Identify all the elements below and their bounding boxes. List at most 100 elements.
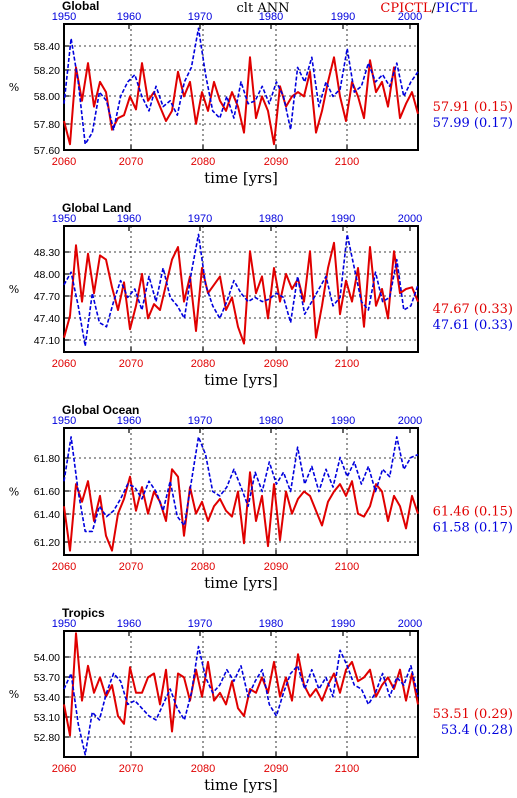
- y-axis-label: %: [9, 81, 19, 94]
- panel-title: Global Land: [62, 201, 131, 215]
- chart-panel-3: Tropics 54.00 53.70 53.40 53.10 52.80 2060 2070…: [9, 606, 513, 794]
- x-top-tick-label: 1960: [117, 213, 141, 225]
- stat-blue: 61.58 (0.17): [433, 521, 513, 536]
- x-bottom-tick-label: 2060: [52, 156, 76, 168]
- legend-blue: PICTL: [436, 1, 478, 16]
- y-tick-label: 53.10: [34, 712, 60, 724]
- plot-frame: [63, 427, 419, 556]
- series-line-pictl: [63, 27, 419, 145]
- y-tick-label: 52.80: [34, 732, 60, 744]
- x-top-tick-label: 1970: [188, 415, 212, 427]
- x-bottom-tick-label: 2100: [335, 156, 359, 168]
- x-bottom-tick-label: 2070: [119, 561, 143, 573]
- x-top-tick-label: 1960: [117, 11, 141, 23]
- stat-blue: 57.99 (0.17): [433, 116, 513, 131]
- x-top-tick-label: 2000: [398, 618, 422, 630]
- x-top-tick-label: 1970: [188, 213, 212, 225]
- series-line-cpictl: [63, 56, 419, 146]
- y-tick-label: 57.60: [34, 145, 60, 157]
- x-top-tick-label: 1970: [188, 618, 212, 630]
- x-top-tick-label: 1980: [259, 11, 283, 23]
- y-tick-label: 47.10: [34, 335, 60, 347]
- y-tick-label: 48.00: [34, 269, 60, 281]
- x-bottom-tick-label: 2070: [119, 156, 143, 168]
- stat-red: 47.67 (0.33): [433, 302, 513, 317]
- x-top-tick-label: 1990: [331, 213, 355, 225]
- x-top-tick-label: 1990: [331, 11, 355, 23]
- x-bottom-tick-label: 2070: [119, 358, 143, 370]
- x-top-tick-label: 1950: [52, 11, 76, 23]
- legend-label: CPICTL/PICTL: [380, 1, 477, 16]
- y-tick-label: 47.40: [34, 313, 60, 325]
- x-bottom-tick-label: 2060: [52, 763, 76, 775]
- x-top-tick-label: 1980: [259, 213, 283, 225]
- y-tick-label: 58.20: [34, 65, 60, 77]
- stat-red: 53.51 (0.29): [433, 707, 513, 722]
- y-axis-label: %: [9, 283, 19, 296]
- y-axis-label: %: [9, 486, 19, 499]
- y-tick-label: 54.00: [34, 652, 60, 664]
- y-tick-label: 53.70: [34, 672, 60, 684]
- x-top-tick-label: 1950: [52, 213, 76, 225]
- x-top-tick-label: 1950: [52, 618, 76, 630]
- x-bottom-tick-label: 2090: [264, 763, 288, 775]
- y-tick-label: 61.20: [34, 537, 60, 549]
- y-tick-label: 61.80: [34, 453, 60, 465]
- x-bottom-tick-label: 2100: [335, 561, 359, 573]
- x-bottom-tick-label: 2060: [52, 561, 76, 573]
- x-axis-label: time [yrs]: [204, 776, 278, 794]
- stat-red: 57.91 (0.15): [433, 100, 513, 115]
- x-bottom-tick-label: 2070: [119, 763, 143, 775]
- panel-title: Global: [62, 0, 99, 13]
- x-top-tick-label: 2000: [398, 415, 422, 427]
- series-line-cpictl: [63, 468, 419, 552]
- panel-title: Global Ocean: [62, 403, 139, 417]
- x-bottom-tick-label: 2080: [191, 763, 215, 775]
- series-line-pictl: [63, 436, 419, 533]
- y-tick-label: 58.00: [34, 91, 60, 103]
- legend-red: CPICTL: [380, 1, 431, 16]
- x-top-tick-label: 1990: [331, 415, 355, 427]
- x-axis-label: time [yrs]: [204, 371, 278, 389]
- figure-title: clt ANN: [237, 1, 290, 16]
- panel-title: Tropics: [62, 606, 105, 620]
- x-top-tick-label: 1950: [52, 415, 76, 427]
- stat-red: 61.46 (0.15): [433, 505, 513, 520]
- stat-blue: 53.4 (0.28): [441, 723, 513, 738]
- x-bottom-tick-label: 2080: [191, 561, 215, 573]
- x-axis-label: time [yrs]: [204, 169, 278, 187]
- plot-frame: [63, 225, 419, 353]
- plot-frame: [63, 23, 419, 151]
- x-axis-label: time [yrs]: [204, 574, 278, 592]
- x-top-tick-label: 1980: [259, 618, 283, 630]
- x-bottom-tick-label: 2090: [264, 156, 288, 168]
- x-top-tick-label: 1970: [188, 11, 212, 23]
- x-top-tick-label: 1990: [331, 618, 355, 630]
- x-top-tick-label: 1960: [117, 415, 141, 427]
- x-top-tick-label: 1960: [117, 618, 141, 630]
- x-bottom-tick-label: 2090: [264, 561, 288, 573]
- y-tick-label: 53.40: [34, 692, 60, 704]
- chart-panel-1: Global Land 48.30 48.00 47.70 47.40 47.10 2060…: [9, 201, 513, 389]
- series-line-pictl: [63, 233, 419, 347]
- x-top-tick-label: 2000: [398, 11, 422, 23]
- plot-frame: [63, 630, 419, 758]
- stat-blue: 47.61 (0.33): [433, 318, 513, 333]
- y-axis-label: %: [9, 688, 19, 701]
- legend-separator: /: [431, 1, 436, 16]
- y-tick-label: 61.40: [34, 509, 60, 521]
- x-bottom-tick-label: 2090: [264, 358, 288, 370]
- y-tick-label: 57.80: [34, 119, 60, 131]
- series-line-cpictl: [63, 632, 419, 737]
- chart-panel-2: Global Ocean 61.80 61.60 61.40 61.20 2060 2070…: [9, 403, 513, 592]
- y-tick-label: 61.60: [34, 486, 60, 498]
- x-top-tick-label: 2000: [398, 213, 422, 225]
- series-line-pictl: [63, 645, 419, 756]
- x-bottom-tick-label: 2060: [52, 358, 76, 370]
- x-bottom-tick-label: 2100: [335, 763, 359, 775]
- y-tick-label: 58.40: [34, 41, 60, 53]
- x-bottom-tick-label: 2100: [335, 358, 359, 370]
